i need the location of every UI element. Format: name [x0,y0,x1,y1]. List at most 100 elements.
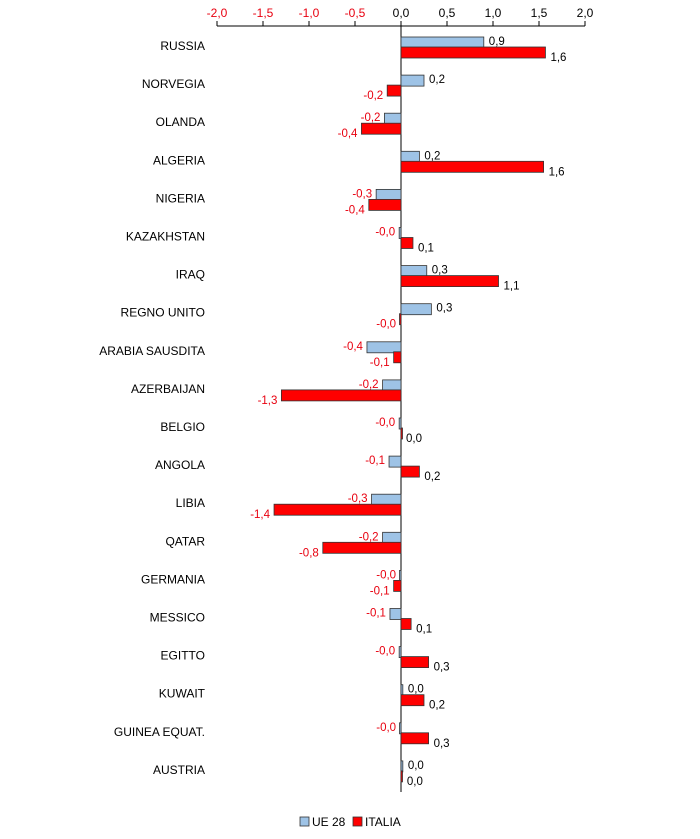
x-tick-label: 1,0 [485,6,502,20]
bar-ue28 [399,570,402,582]
bar-ue28 [389,608,402,620]
legend-swatch-italia [352,816,363,827]
bar-italia [400,732,430,745]
category-label: NIGERIA [156,191,205,205]
data-label-ue28: -0,1 [365,455,385,467]
data-label-italia: 0,0 [407,776,423,788]
bars [273,36,546,783]
category-label: QATAR [165,534,205,548]
category-label: NORVEGIA [142,77,205,91]
bar-italia [361,122,402,135]
x-tick-label: 0,0 [393,6,410,20]
x-tick-label: 1,5 [531,6,548,20]
data-label-ue28: 0,2 [429,74,445,86]
x-tick-label: -0,5 [345,6,366,20]
bar-ue28 [371,493,402,506]
legend: UE 28 ITALIA [299,815,401,829]
data-label-italia: -0,4 [338,128,358,140]
bar-italia [400,46,546,59]
bar-ue28 [398,227,402,239]
bar-ue28 [388,455,402,468]
data-label-italia: 1,6 [550,52,566,64]
data-label-italia: -0,4 [345,204,365,216]
x-tick-label: -1,5 [253,6,274,20]
data-label-ue28: -0,0 [376,569,396,581]
data-label-italia: 0,3 [434,738,450,750]
bar-italia [393,351,402,364]
data-label-ue28: -0,3 [348,493,368,505]
data-label-italia: 1,1 [504,281,520,293]
data-label-ue28: 0,3 [432,265,448,277]
data-label-italia: -0,1 [370,585,390,597]
data-label-ue28: 0,3 [436,303,452,315]
data-labels: 0,91,60,2-0,2-0,2-0,40,21,6-0,3-0,4-0,00… [250,36,566,788]
bar-ue28 [400,684,404,697]
data-label-italia: -0,1 [370,357,390,369]
data-label-ue28: 0,0 [408,760,424,772]
legend-swatch-ue28 [299,816,310,827]
category-label: ALGERIA [153,153,205,167]
category-label: IRAQ [176,268,205,282]
category-label: AZERBAIJAN [131,382,205,396]
category-labels: RUSSIA NORVEGIA OLANDA ALGERIA NIGERIA KAZAKH… [99,39,205,777]
category-label: BELGIO [160,420,205,434]
x-tick-label: -1,0 [299,6,320,20]
data-label-italia: 0,3 [434,662,450,674]
category-label: OLANDA [156,115,205,129]
data-label-italia: 1,6 [549,166,565,178]
x-tick-label: 2,0 [577,6,594,20]
data-label-italia: -1,3 [258,395,278,407]
bar-italia [400,694,425,707]
bar-italia [400,275,499,288]
bar-italia [400,465,420,478]
data-label-ue28: -0,2 [359,531,379,543]
bar-ue28 [400,74,425,87]
bar-italia [280,389,402,402]
bar-italia [399,313,402,326]
bar-italia [400,237,414,249]
data-label-italia: 0,0 [406,433,422,445]
data-label-ue28: -0,0 [375,646,395,658]
bar-ue28 [384,112,402,125]
bar-ue28 [382,379,402,392]
data-label-italia: -0,0 [376,319,396,331]
category-label: ANGOLA [155,458,205,472]
category-label: GERMANIA [141,572,205,586]
data-label-ue28: -0,3 [352,188,372,200]
bar-italia [386,84,402,97]
bar-ue28 [398,417,402,430]
bar-italia [400,160,545,173]
data-label-ue28: -0,0 [376,722,396,734]
bar-ue28 [375,188,402,201]
x-tick-label: -2,0 [207,6,228,20]
bar-ue28 [382,531,402,544]
category-label: GUINEA EQUAT. [114,725,205,739]
bar-ue28 [400,36,485,49]
bar-ue28 [400,760,404,773]
bar-italia [400,656,430,668]
data-label-ue28: -0,2 [359,379,379,391]
data-label-ue28: -0,0 [375,227,395,239]
data-label-italia: 0,2 [429,700,445,712]
bar-italia [400,618,412,630]
data-label-italia: 0,1 [418,243,434,255]
data-label-ue28: -0,1 [366,608,386,620]
bar-italia [322,541,402,554]
legend-label-italia: ITALIA [365,815,401,829]
data-label-italia: -0,8 [299,547,319,559]
bar-ue28 [366,341,402,354]
bar-ue28 [400,265,428,278]
category-label: LIBIA [176,496,205,510]
data-label-ue28: -0,2 [361,112,381,124]
bar-ue28 [399,722,402,735]
data-label-ue28: -0,0 [375,417,395,429]
data-label-ue28: -0,4 [343,341,363,353]
bar-italia [400,427,403,440]
bar-italia [368,198,402,211]
legend-label-ue28: UE 28 [312,815,346,829]
category-label: KAZAKHSTAN [126,230,205,244]
data-label-ue28: 0,0 [408,684,424,696]
category-label: ARABIA SAUSDITA [99,344,205,358]
data-label-ue28: 0,2 [424,150,440,162]
